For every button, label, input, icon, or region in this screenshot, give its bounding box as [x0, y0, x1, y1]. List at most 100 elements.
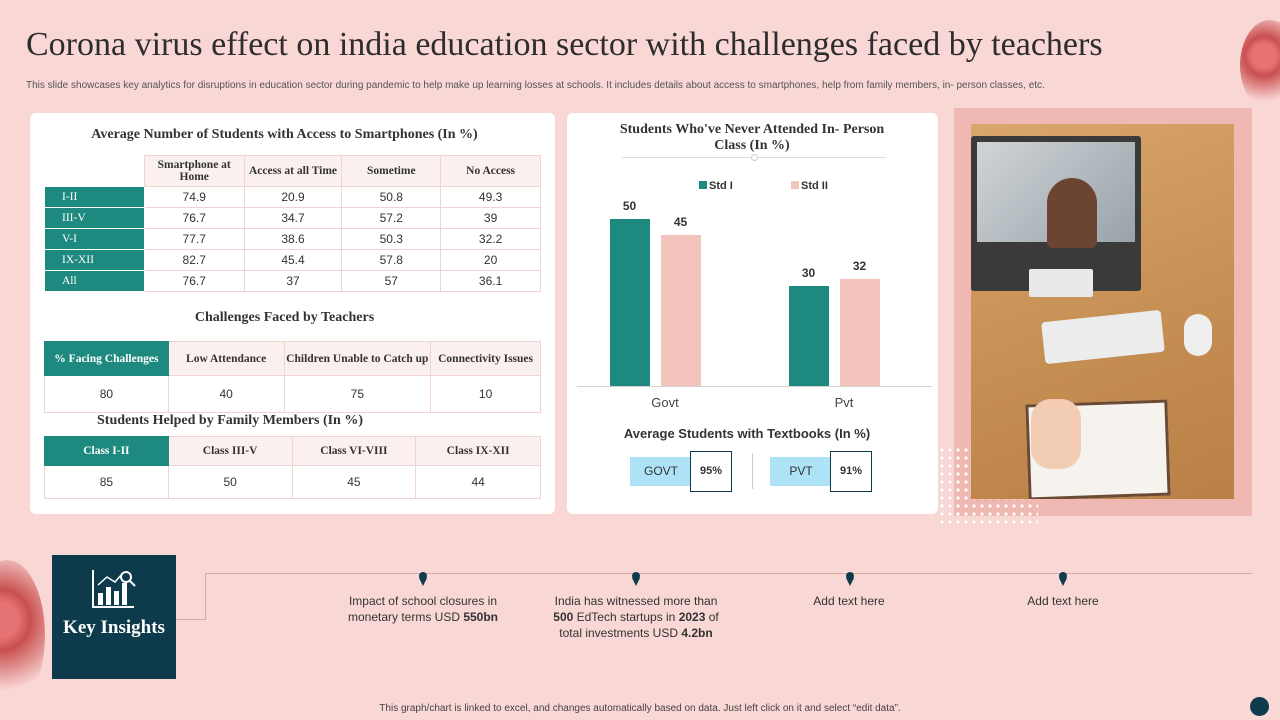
row-header: V-I	[44, 228, 145, 250]
table-cell: 45.4	[243, 249, 343, 271]
teacher-photo	[971, 124, 1234, 499]
chart-magnifier-icon	[92, 570, 136, 608]
col-header: Access at all Time	[243, 155, 343, 187]
table-cell: 85	[44, 465, 169, 499]
table-cell: 80	[44, 375, 169, 413]
textbook-divider	[752, 453, 753, 489]
bar-pvt-stdi	[788, 285, 829, 386]
table-cell: 57	[341, 270, 442, 292]
person-on-screen	[1047, 178, 1097, 248]
table-cell: 82.7	[143, 249, 245, 271]
pin-icon	[1059, 572, 1067, 586]
legend-label-std2: Std II	[801, 180, 828, 192]
x-tick-pvt: Pvt	[834, 395, 854, 410]
table-cell: 50.3	[341, 228, 442, 250]
col-header: % Facing Challenges	[44, 341, 169, 376]
table-cell: 76.7	[143, 207, 245, 229]
hand	[1031, 399, 1081, 469]
table-cell: 44	[415, 465, 541, 499]
legend-swatch-std2	[791, 181, 799, 189]
timeline-connector	[176, 619, 206, 620]
corner-dot	[1250, 697, 1269, 716]
table-cell: 38.6	[243, 228, 343, 250]
monitor-screen	[977, 142, 1135, 248]
col-header: Class IX-XII	[415, 436, 541, 466]
corner-cell	[44, 155, 145, 187]
pin-icon	[419, 572, 427, 586]
corner-decoration-bottom	[0, 560, 45, 710]
col-header: No Access	[440, 155, 541, 187]
chart-card: Students Who've Never Attended In- Perso…	[567, 113, 938, 514]
table-row: I-II 74.9 20.9 50.8 49.3	[44, 186, 541, 208]
table-cell: 10	[430, 375, 541, 413]
monitor	[971, 136, 1141, 291]
row-header: IX-XII	[44, 249, 145, 271]
col-header: Class VI-VIII	[291, 436, 417, 466]
bar-pvt-stdii	[839, 278, 880, 386]
x-axis	[577, 386, 932, 387]
smartphones-title: Average Number of Students with Access t…	[91, 127, 478, 142]
x-tick-govt: Govt	[651, 395, 679, 410]
table-cell: 34.7	[243, 207, 343, 229]
table-row: 85 50 45 44	[44, 465, 541, 499]
data-label: 32	[852, 258, 867, 273]
table-cell: 74.9	[143, 186, 245, 208]
table-row: All 76.7 37 57 36.1	[44, 270, 541, 292]
table-cell: 75	[283, 375, 432, 413]
table-cell: 40	[167, 375, 285, 413]
row-header: I-II	[44, 186, 145, 208]
legend-label-std1: Std I	[709, 180, 733, 192]
table-row: V-I 77.7 38.6 50.3 32.2	[44, 228, 541, 250]
col-header: Class III-V	[167, 436, 293, 466]
challenges-title: Challenges Faced by Teachers	[194, 310, 375, 325]
pin-icon	[846, 572, 854, 586]
chart-title: Students Who've Never Attended In- Perso…	[619, 122, 885, 153]
table-cell: 76.7	[143, 270, 245, 292]
data-label: 50	[622, 198, 637, 213]
table-cell: 32.2	[440, 228, 541, 250]
page-title: Corona virus effect on india education s…	[26, 26, 1103, 63]
textbook-label-pvt: PVT	[770, 457, 832, 486]
smartphones-table: Smartphone at Home Access at all Time So…	[44, 155, 541, 292]
data-label: 30	[801, 265, 816, 280]
row-header: III-V	[44, 207, 145, 229]
textbook-value-pvt: 91%	[830, 451, 872, 492]
key-insights-heading: Key Insights	[63, 617, 165, 638]
footer-note: This graph/chart is linked to excel, and…	[379, 703, 901, 714]
data-label: 45	[673, 215, 688, 230]
col-header: Children Unable to Catch up	[283, 341, 432, 376]
row-header: All	[44, 270, 145, 292]
table-cell: 50	[167, 465, 293, 499]
insight-1: Impact of school closures in monetary te…	[347, 594, 499, 624]
tables-card: Average Number of Students with Access t…	[30, 113, 555, 514]
table-cell: 36.1	[440, 270, 541, 292]
timeline-connector-vertical	[205, 573, 206, 620]
textbook-label-govt: GOVT	[630, 457, 692, 486]
table-cell: 49.3	[440, 186, 541, 208]
family-table: Class I-II Class III-V Class VI-VIII Cla…	[44, 436, 541, 499]
challenges-table: % Facing Challenges Low Attendance Child…	[44, 341, 541, 413]
table-cell: 50.8	[341, 186, 442, 208]
table-cell: 57.8	[341, 249, 442, 271]
corner-decoration	[1240, 20, 1280, 110]
table-cell: 20.9	[243, 186, 343, 208]
key-insights-box: Key Insights	[52, 555, 176, 679]
pin-icon	[632, 572, 640, 586]
table-cell: 77.7	[143, 228, 245, 250]
table-cell: 37	[243, 270, 343, 292]
page-subtitle: This slide showcases key analytics for d…	[26, 80, 1045, 91]
bar-govt-stdi	[609, 218, 650, 386]
col-header: Smartphone at Home	[143, 155, 245, 187]
mouse	[1184, 314, 1212, 356]
insight-2: India has witnessed more than 500 EdTech…	[553, 594, 719, 640]
textbook-value-govt: 95%	[690, 451, 732, 492]
table-cell: 20	[440, 249, 541, 271]
family-title: Students Helped by Family Members (In %)	[97, 413, 363, 428]
monitor-stand	[1029, 269, 1093, 297]
insight-3: Add text here	[813, 594, 885, 608]
insight-4: Add text here	[1027, 594, 1099, 608]
table-cell: 45	[291, 465, 417, 499]
timeline	[206, 573, 1252, 574]
col-header: Sometime	[341, 155, 442, 187]
table-row: 80 40 75 10	[44, 375, 541, 413]
